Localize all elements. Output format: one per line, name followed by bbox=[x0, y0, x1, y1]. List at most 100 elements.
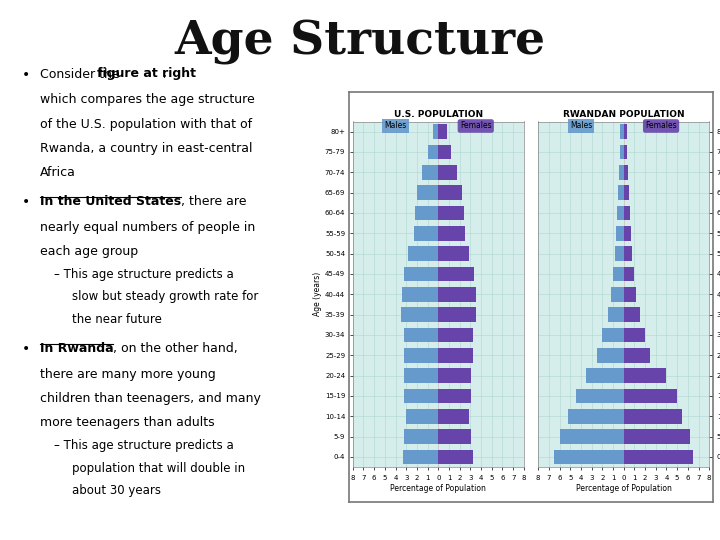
Text: – This age structure predicts a: – This age structure predicts a bbox=[54, 268, 234, 281]
Bar bbox=[433, 124, 438, 139]
Bar bbox=[617, 206, 624, 220]
Bar bbox=[624, 450, 693, 464]
Bar bbox=[624, 185, 629, 200]
Bar bbox=[621, 145, 624, 159]
X-axis label: Percentage of Population: Percentage of Population bbox=[576, 483, 672, 492]
Bar bbox=[438, 287, 476, 302]
Bar bbox=[619, 165, 624, 180]
Bar bbox=[404, 267, 438, 281]
Bar bbox=[624, 389, 677, 403]
Text: population that will double in: population that will double in bbox=[72, 462, 245, 475]
Bar bbox=[624, 307, 639, 322]
Text: Consider the: Consider the bbox=[40, 68, 123, 80]
Text: – This age structure predicts a: – This age structure predicts a bbox=[54, 439, 234, 452]
Bar bbox=[404, 368, 438, 383]
Bar bbox=[423, 165, 438, 180]
Text: •: • bbox=[22, 195, 30, 210]
Bar bbox=[438, 226, 465, 241]
Bar bbox=[559, 429, 624, 444]
Text: Age Distribution: Age Distribution bbox=[480, 99, 582, 109]
X-axis label: Percentage of Population: Percentage of Population bbox=[390, 483, 486, 492]
Text: there are many more young: there are many more young bbox=[40, 368, 215, 381]
Bar bbox=[621, 124, 624, 139]
Bar bbox=[404, 328, 438, 342]
Text: Females: Females bbox=[460, 122, 492, 131]
Bar bbox=[624, 348, 650, 362]
Bar bbox=[438, 267, 474, 281]
Text: Females: Females bbox=[645, 122, 677, 131]
Bar bbox=[624, 246, 632, 261]
Bar bbox=[624, 368, 667, 383]
Bar bbox=[408, 246, 438, 261]
Bar bbox=[428, 145, 438, 159]
Text: Africa: Africa bbox=[40, 166, 76, 179]
Bar bbox=[417, 185, 438, 200]
Bar bbox=[438, 206, 464, 220]
Bar bbox=[597, 348, 624, 362]
Text: Males: Males bbox=[384, 122, 407, 131]
Bar bbox=[624, 409, 683, 423]
Text: •: • bbox=[22, 68, 30, 82]
Bar bbox=[438, 328, 472, 342]
Bar bbox=[415, 206, 438, 220]
Text: Age Structure: Age Structure bbox=[174, 19, 546, 65]
Text: , on the other hand,: , on the other hand, bbox=[113, 342, 238, 355]
Title: U.S. POPULATION: U.S. POPULATION bbox=[394, 110, 483, 119]
Title: RWANDAN POPULATION: RWANDAN POPULATION bbox=[563, 110, 685, 119]
Bar bbox=[616, 226, 624, 241]
Bar bbox=[554, 450, 624, 464]
Bar bbox=[401, 307, 438, 322]
Bar bbox=[438, 145, 451, 159]
Bar bbox=[403, 450, 438, 464]
Text: ,: , bbox=[163, 68, 168, 80]
Bar bbox=[624, 206, 630, 220]
Bar bbox=[624, 145, 627, 159]
Text: each age group: each age group bbox=[40, 245, 138, 259]
Bar bbox=[438, 409, 469, 423]
Bar bbox=[624, 267, 634, 281]
Text: , there are: , there are bbox=[181, 195, 246, 208]
Bar bbox=[414, 226, 438, 241]
Bar bbox=[608, 307, 624, 322]
Bar bbox=[438, 307, 476, 322]
Bar bbox=[406, 409, 438, 423]
Bar bbox=[602, 328, 624, 342]
Bar bbox=[611, 287, 624, 302]
Bar bbox=[404, 389, 438, 403]
Text: nearly equal numbers of people in: nearly equal numbers of people in bbox=[40, 221, 255, 234]
Bar bbox=[404, 348, 438, 362]
Bar bbox=[438, 124, 447, 139]
Text: Males: Males bbox=[570, 122, 592, 131]
Y-axis label: Age (years): Age (years) bbox=[313, 272, 322, 316]
Text: slow but steady growth rate for: slow but steady growth rate for bbox=[72, 291, 258, 303]
Text: children than teenagers, and many: children than teenagers, and many bbox=[40, 392, 261, 405]
Bar bbox=[438, 185, 462, 200]
Text: In the United States: In the United States bbox=[40, 195, 181, 208]
Text: which compares the age structure: which compares the age structure bbox=[40, 93, 254, 106]
Bar bbox=[624, 226, 631, 241]
Text: more teenagers than adults: more teenagers than adults bbox=[40, 416, 215, 429]
Bar bbox=[586, 368, 624, 383]
Bar bbox=[438, 348, 472, 362]
Bar bbox=[624, 287, 636, 302]
Bar bbox=[613, 267, 624, 281]
Bar bbox=[438, 165, 456, 180]
Bar bbox=[438, 389, 472, 403]
Text: •: • bbox=[22, 342, 30, 356]
Text: figure at right: figure at right bbox=[97, 68, 196, 80]
Text: Rwanda, a country in east-central: Rwanda, a country in east-central bbox=[40, 142, 252, 155]
Bar bbox=[402, 287, 438, 302]
Bar bbox=[618, 185, 624, 200]
Bar bbox=[624, 124, 627, 139]
Text: In Rwanda: In Rwanda bbox=[40, 342, 113, 355]
Bar bbox=[575, 389, 624, 403]
Text: of the U.S. population with that of: of the U.S. population with that of bbox=[40, 118, 252, 131]
Bar bbox=[438, 368, 472, 383]
Bar bbox=[615, 246, 624, 261]
Text: the near future: the near future bbox=[72, 313, 162, 326]
Bar bbox=[624, 328, 645, 342]
Bar bbox=[438, 429, 472, 444]
Bar bbox=[404, 429, 438, 444]
Bar bbox=[624, 165, 628, 180]
Text: about 30 years: about 30 years bbox=[72, 484, 161, 497]
